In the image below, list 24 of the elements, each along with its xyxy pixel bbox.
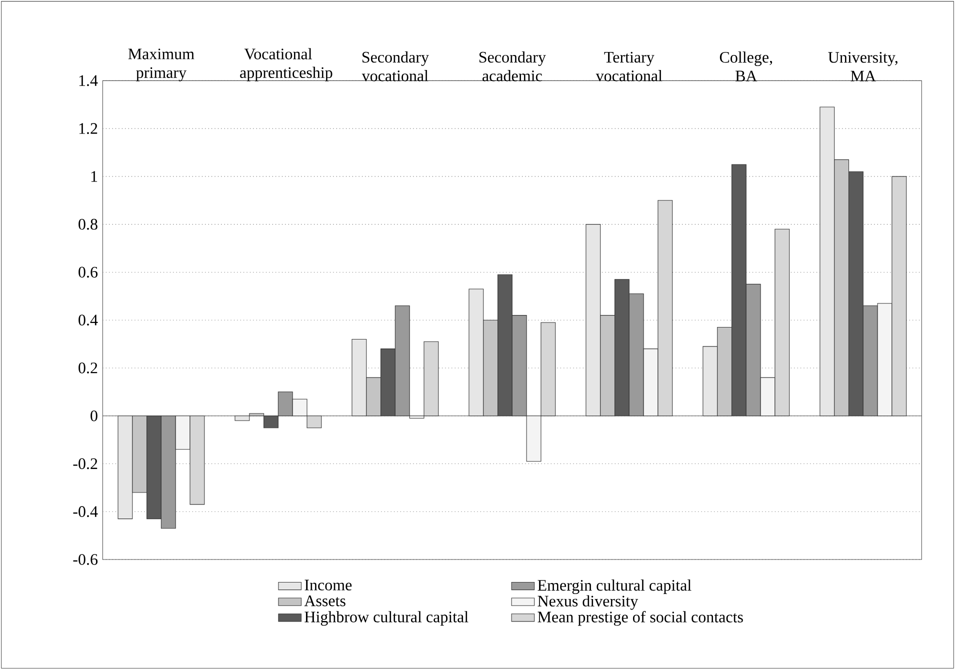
legend-label: Income — [304, 580, 352, 591]
legend-label: Nexus diversity — [538, 595, 638, 610]
x-tick-label: Secondary vocational — [362, 52, 429, 82]
y-tick-label: 0 — [90, 410, 98, 422]
x-tick-label: Vocational apprenticeship — [240, 48, 332, 82]
y-tick-label: 0.6 — [78, 266, 98, 278]
y-tick-label: 1.2 — [79, 123, 98, 134]
x-tick-label: Secondary academic — [479, 52, 546, 82]
legend-label: Mean prestige of social contacts — [538, 611, 743, 626]
y-tick-label: -0.2 — [73, 458, 98, 470]
y-tick-label: -0.6 — [73, 554, 98, 566]
y-tick-label: 0.4 — [78, 314, 98, 326]
legend-label: Assets — [304, 596, 346, 606]
x-tick-label: College, BA — [720, 52, 772, 82]
y-tick-label: 0.8 — [78, 219, 98, 230]
legend-label: Highbrow cultural capital — [304, 611, 468, 626]
y-tick-label: 1.4 — [79, 76, 98, 86]
x-tick-label: Tertiary vocational — [596, 52, 662, 82]
x-tick-label: Maximum primary — [128, 48, 194, 82]
legend-label: Emergin cultural capital — [538, 580, 692, 594]
y-tick-label: -0.4 — [73, 506, 98, 518]
x-tick-label: University, MA — [828, 52, 898, 82]
y-tick-label: 1 — [91, 171, 98, 182]
y-tick-label: 0.2 — [78, 362, 98, 374]
